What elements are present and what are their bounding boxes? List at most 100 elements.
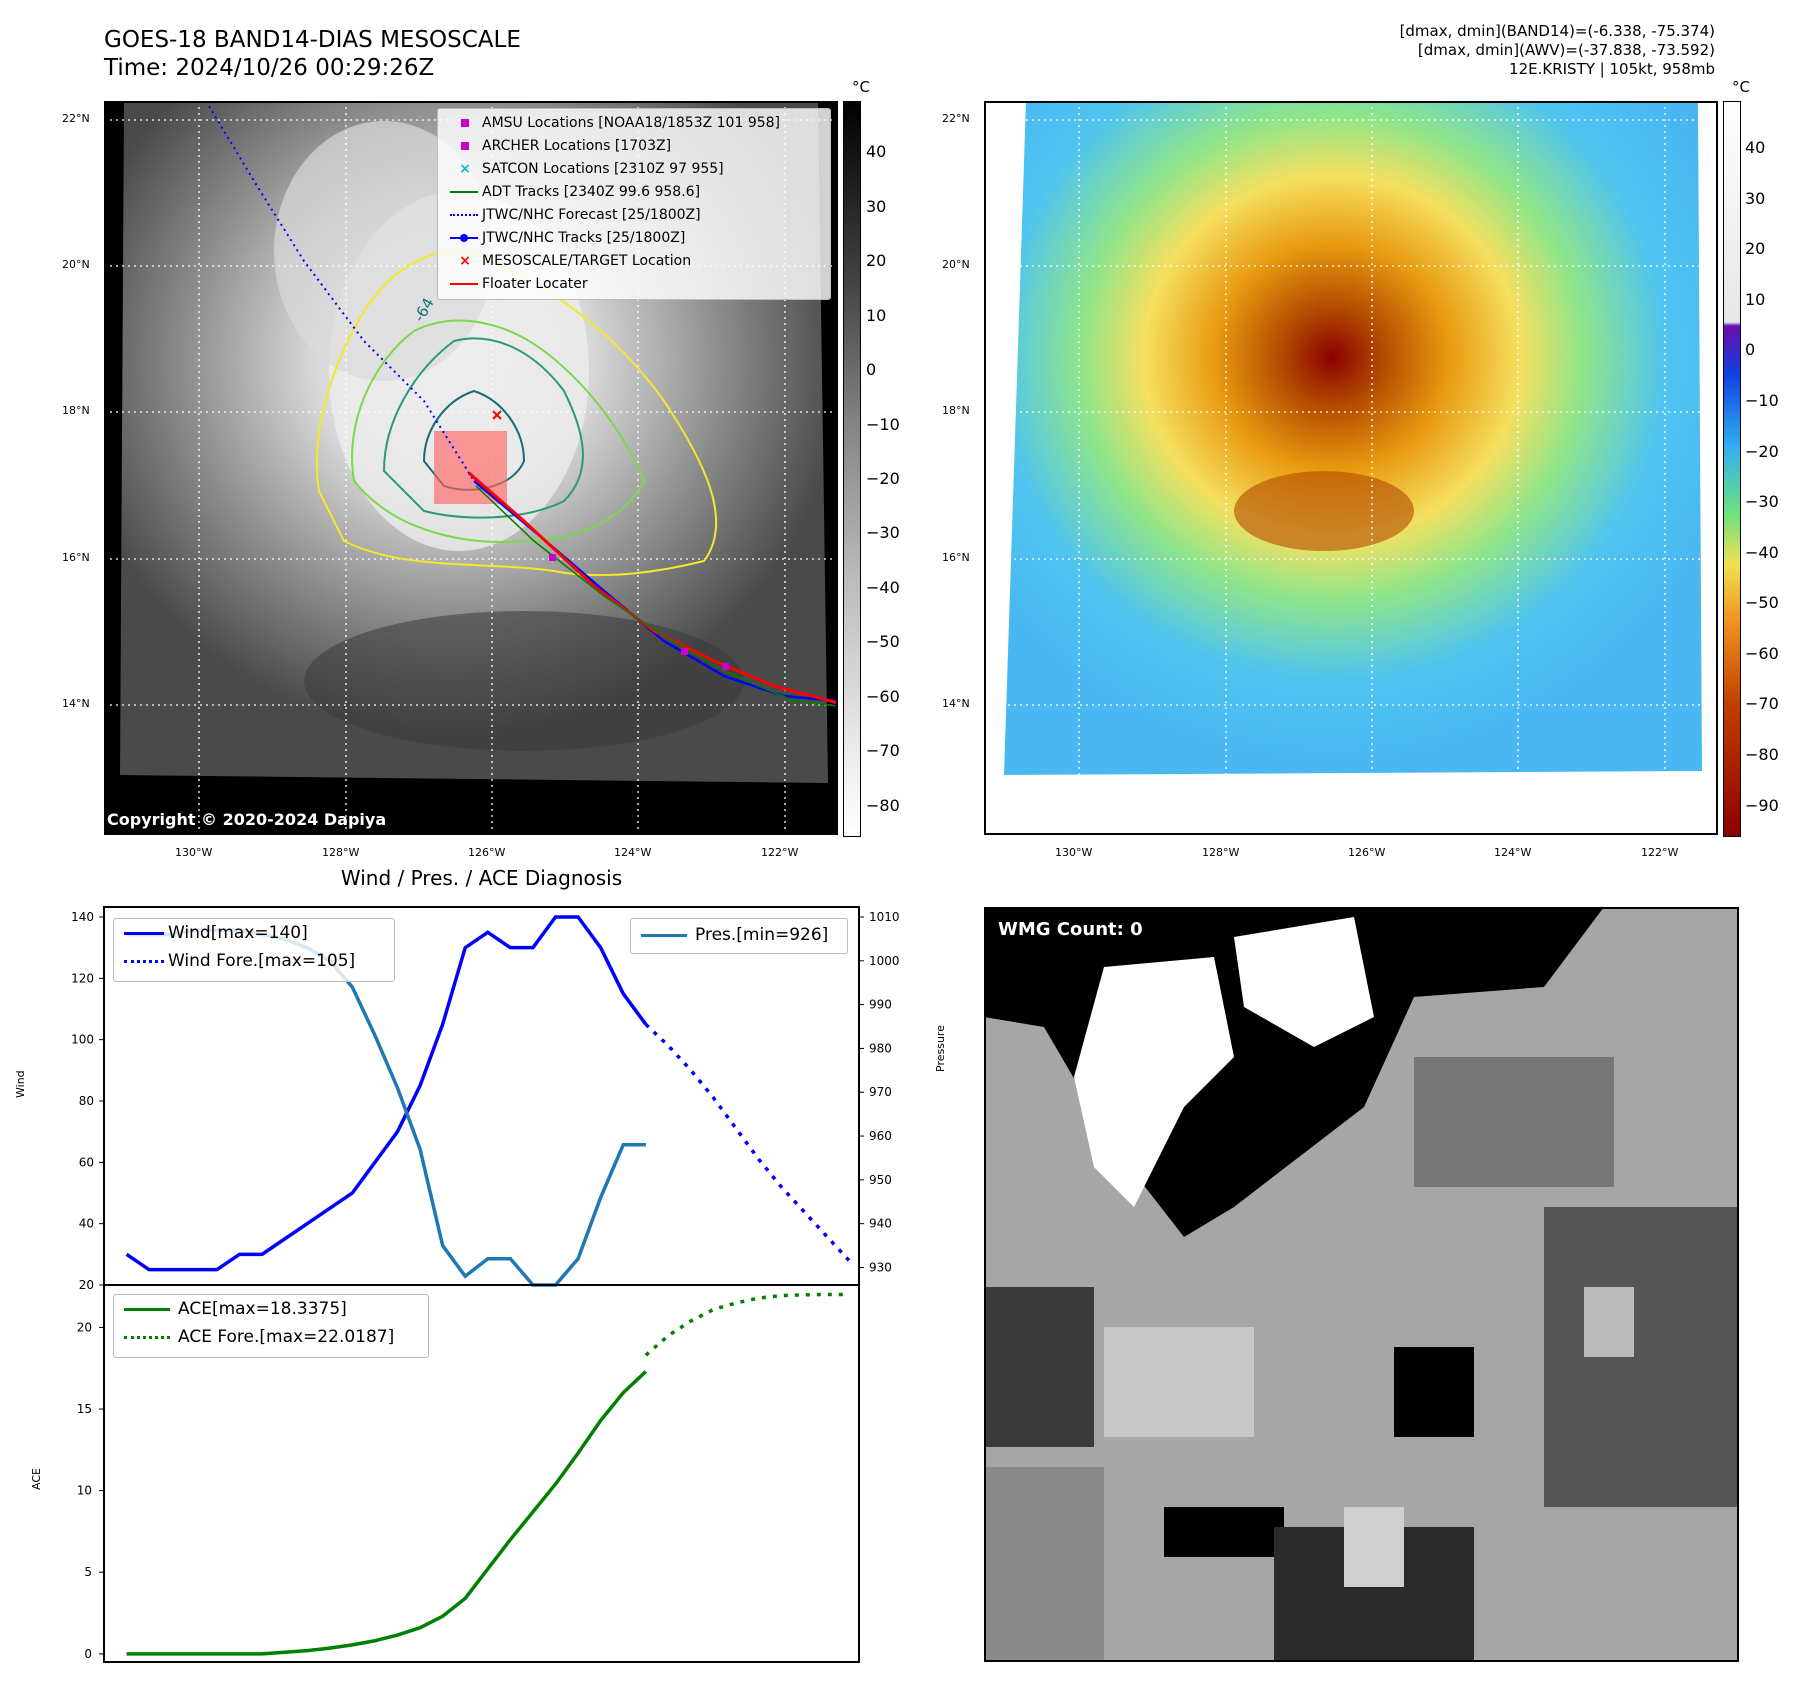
floater-track <box>468 471 838 705</box>
lat-label: 16°N <box>942 551 970 564</box>
legend-satcon: × SATCON Locations [2310Z 97 955] <box>459 161 724 177</box>
colorbar-tick: 10 <box>1745 289 1766 309</box>
title-line-1: GOES-18 BAND14-DIAS MESOSCALE <box>104 27 521 53</box>
wind-forecast-line <box>644 1023 851 1262</box>
colorbar-tick: −80 <box>1745 745 1779 765</box>
colorbar-tick: −50 <box>1745 593 1779 613</box>
colorbar-tick: −10 <box>1745 390 1779 410</box>
pressure-tick-label: 980 <box>869 1041 892 1055</box>
lon-label: 128°W <box>322 846 360 859</box>
pressure-tick-label: 930 <box>869 1260 892 1274</box>
lat-label: 16°N <box>62 551 90 564</box>
color-colorbar-unit: °C <box>1732 78 1750 96</box>
colorbar-tick: −70 <box>866 741 900 761</box>
pressure-axis-label: Pressure <box>934 1025 947 1072</box>
pressure-tick-label: 1010 <box>869 910 900 924</box>
colorbar-tick: 10 <box>866 305 887 325</box>
legend-forecast: JTWC/NHC Forecast [25/1800Z] <box>448 205 701 225</box>
colorbar-tick: −40 <box>1745 542 1779 562</box>
colorbar-tick: −10 <box>866 414 900 434</box>
colorbar-tick: 40 <box>866 142 887 162</box>
adt-track <box>475 485 838 707</box>
colorbar-tick: −50 <box>866 632 900 652</box>
pressure-tick-label: 960 <box>869 1129 892 1143</box>
pressure-tick-label: 940 <box>869 1217 892 1231</box>
lat-label: 20°N <box>942 258 970 271</box>
color-ir-map <box>984 101 1718 835</box>
legend-target: × MESOSCALE/TARGET Location <box>459 253 692 269</box>
ir-map-panel: -64 AMSU Locations [NOAA18/1853Z 101 958… <box>104 101 838 835</box>
lon-label: 130°W <box>175 846 213 859</box>
colorbar-tick: −80 <box>866 795 900 815</box>
ace-tick-label: 5 <box>84 1565 92 1579</box>
ace-tick-label: 0 <box>84 1647 92 1661</box>
colorbar-tick: −60 <box>1745 643 1779 663</box>
pressure-tick-label: 950 <box>869 1173 892 1187</box>
colorbar-tick: −60 <box>866 686 900 706</box>
lon-label: 124°W <box>1494 846 1532 859</box>
lon-label: 128°W <box>1202 846 1240 859</box>
lon-label: 130°W <box>1055 846 1093 859</box>
color-imagery <box>1004 101 1702 775</box>
colorbar-tick: 30 <box>866 196 887 216</box>
colorbar-tick: 30 <box>1745 188 1766 208</box>
pressure-line <box>126 928 646 1287</box>
wmg-panel <box>984 907 1739 1662</box>
colorbar-tick: 40 <box>1745 137 1766 157</box>
lon-label: 126°W <box>1348 846 1386 859</box>
gray-colorbar-unit: °C <box>852 78 870 96</box>
lon-label: 124°W <box>614 846 652 859</box>
lon-label: 122°W <box>761 846 799 859</box>
wind-axis-label: Wind <box>14 1070 27 1098</box>
wind-tick-label: 40 <box>79 1217 94 1231</box>
wind-tick-label: 80 <box>79 1094 94 1108</box>
wind-tick-label: 20 <box>79 1278 94 1292</box>
color-colorbar <box>1723 101 1741 837</box>
target-box <box>434 431 507 504</box>
wind-tick-label: 120 <box>71 971 94 985</box>
colorbar-tick: −40 <box>866 577 900 597</box>
legend-ace-forecast: ACE Fore.[max=22.0187] <box>122 1327 394 1347</box>
ace-tick-label: 20 <box>77 1320 92 1334</box>
ir-map-frame <box>104 101 838 835</box>
colorbar-tick: 0 <box>866 360 877 380</box>
legend-jtwc: JTWC/NHC Tracks [25/1800Z] <box>448 228 685 248</box>
storm-info: [dmax, dmin](BAND14)=(-6.338, -75.374) [… <box>1400 22 1715 79</box>
copyright: Copyright © 2020-2024 Dapiya <box>107 810 387 829</box>
title-line-2: Time: 2024/10/26 00:29:26Z <box>104 55 435 81</box>
legend-wind-forecast: Wind Fore.[max=105] <box>122 951 355 971</box>
lat-label: 14°N <box>62 697 90 710</box>
colorbar-tick: −90 <box>1745 795 1779 815</box>
lat-label: 22°N <box>62 112 90 125</box>
lat-label: 14°N <box>942 697 970 710</box>
ace-legend: ACE[max=18.3375] ACE Fore.[max=22.0187] <box>113 1294 429 1358</box>
colorbar-tick: −30 <box>866 523 900 543</box>
colorbar-tick: −20 <box>866 469 900 488</box>
colorbar-tick: 20 <box>1745 239 1766 259</box>
legend-adt: ADT Tracks [2340Z 99.6 958.6] <box>448 182 700 202</box>
legend-amsu: AMSU Locations [NOAA18/1853Z 101 958] <box>448 113 780 133</box>
ace-line <box>126 1370 648 1656</box>
info-line-2: [dmax, dmin](AWV)=(-37.838, -73.592) <box>1417 41 1715 59</box>
lon-label: 122°W <box>1641 846 1679 859</box>
legend-floater: Floater Locater <box>448 274 588 294</box>
wind-tick-label: 140 <box>71 910 94 924</box>
target-marker <box>492 410 502 420</box>
legend-archer: ARCHER Locations [1703Z] <box>448 136 671 156</box>
ace-forecast-line <box>644 1292 849 1357</box>
pressure-tick-label: 1000 <box>869 954 900 968</box>
ace-axis-label: ACE <box>30 1468 43 1490</box>
wind-legend: Wind[max=140] Wind Fore.[max=105] <box>113 918 395 982</box>
wmg-image <box>984 907 1739 1662</box>
pressure-tick-label: 970 <box>869 1085 892 1099</box>
pressure-tick-label: 990 <box>869 998 892 1012</box>
info-line-1: [dmax, dmin](BAND14)=(-6.338, -75.374) <box>1399 22 1715 40</box>
legend-pressure: Pres.[min=926] <box>639 925 828 945</box>
lat-label: 18°N <box>62 404 90 417</box>
lon-label: 126°W <box>468 846 506 859</box>
chart-title: GOES-18 BAND14-DIAS MESOSCALE Time: 2024… <box>104 26 521 82</box>
colorbar-tick: 0 <box>1745 340 1756 360</box>
colorbar-tick: −20 <box>1745 441 1779 461</box>
info-line-3: 12E.KRISTY | 105kt, 958mb <box>1509 60 1715 78</box>
lat-label: 18°N <box>942 404 970 417</box>
